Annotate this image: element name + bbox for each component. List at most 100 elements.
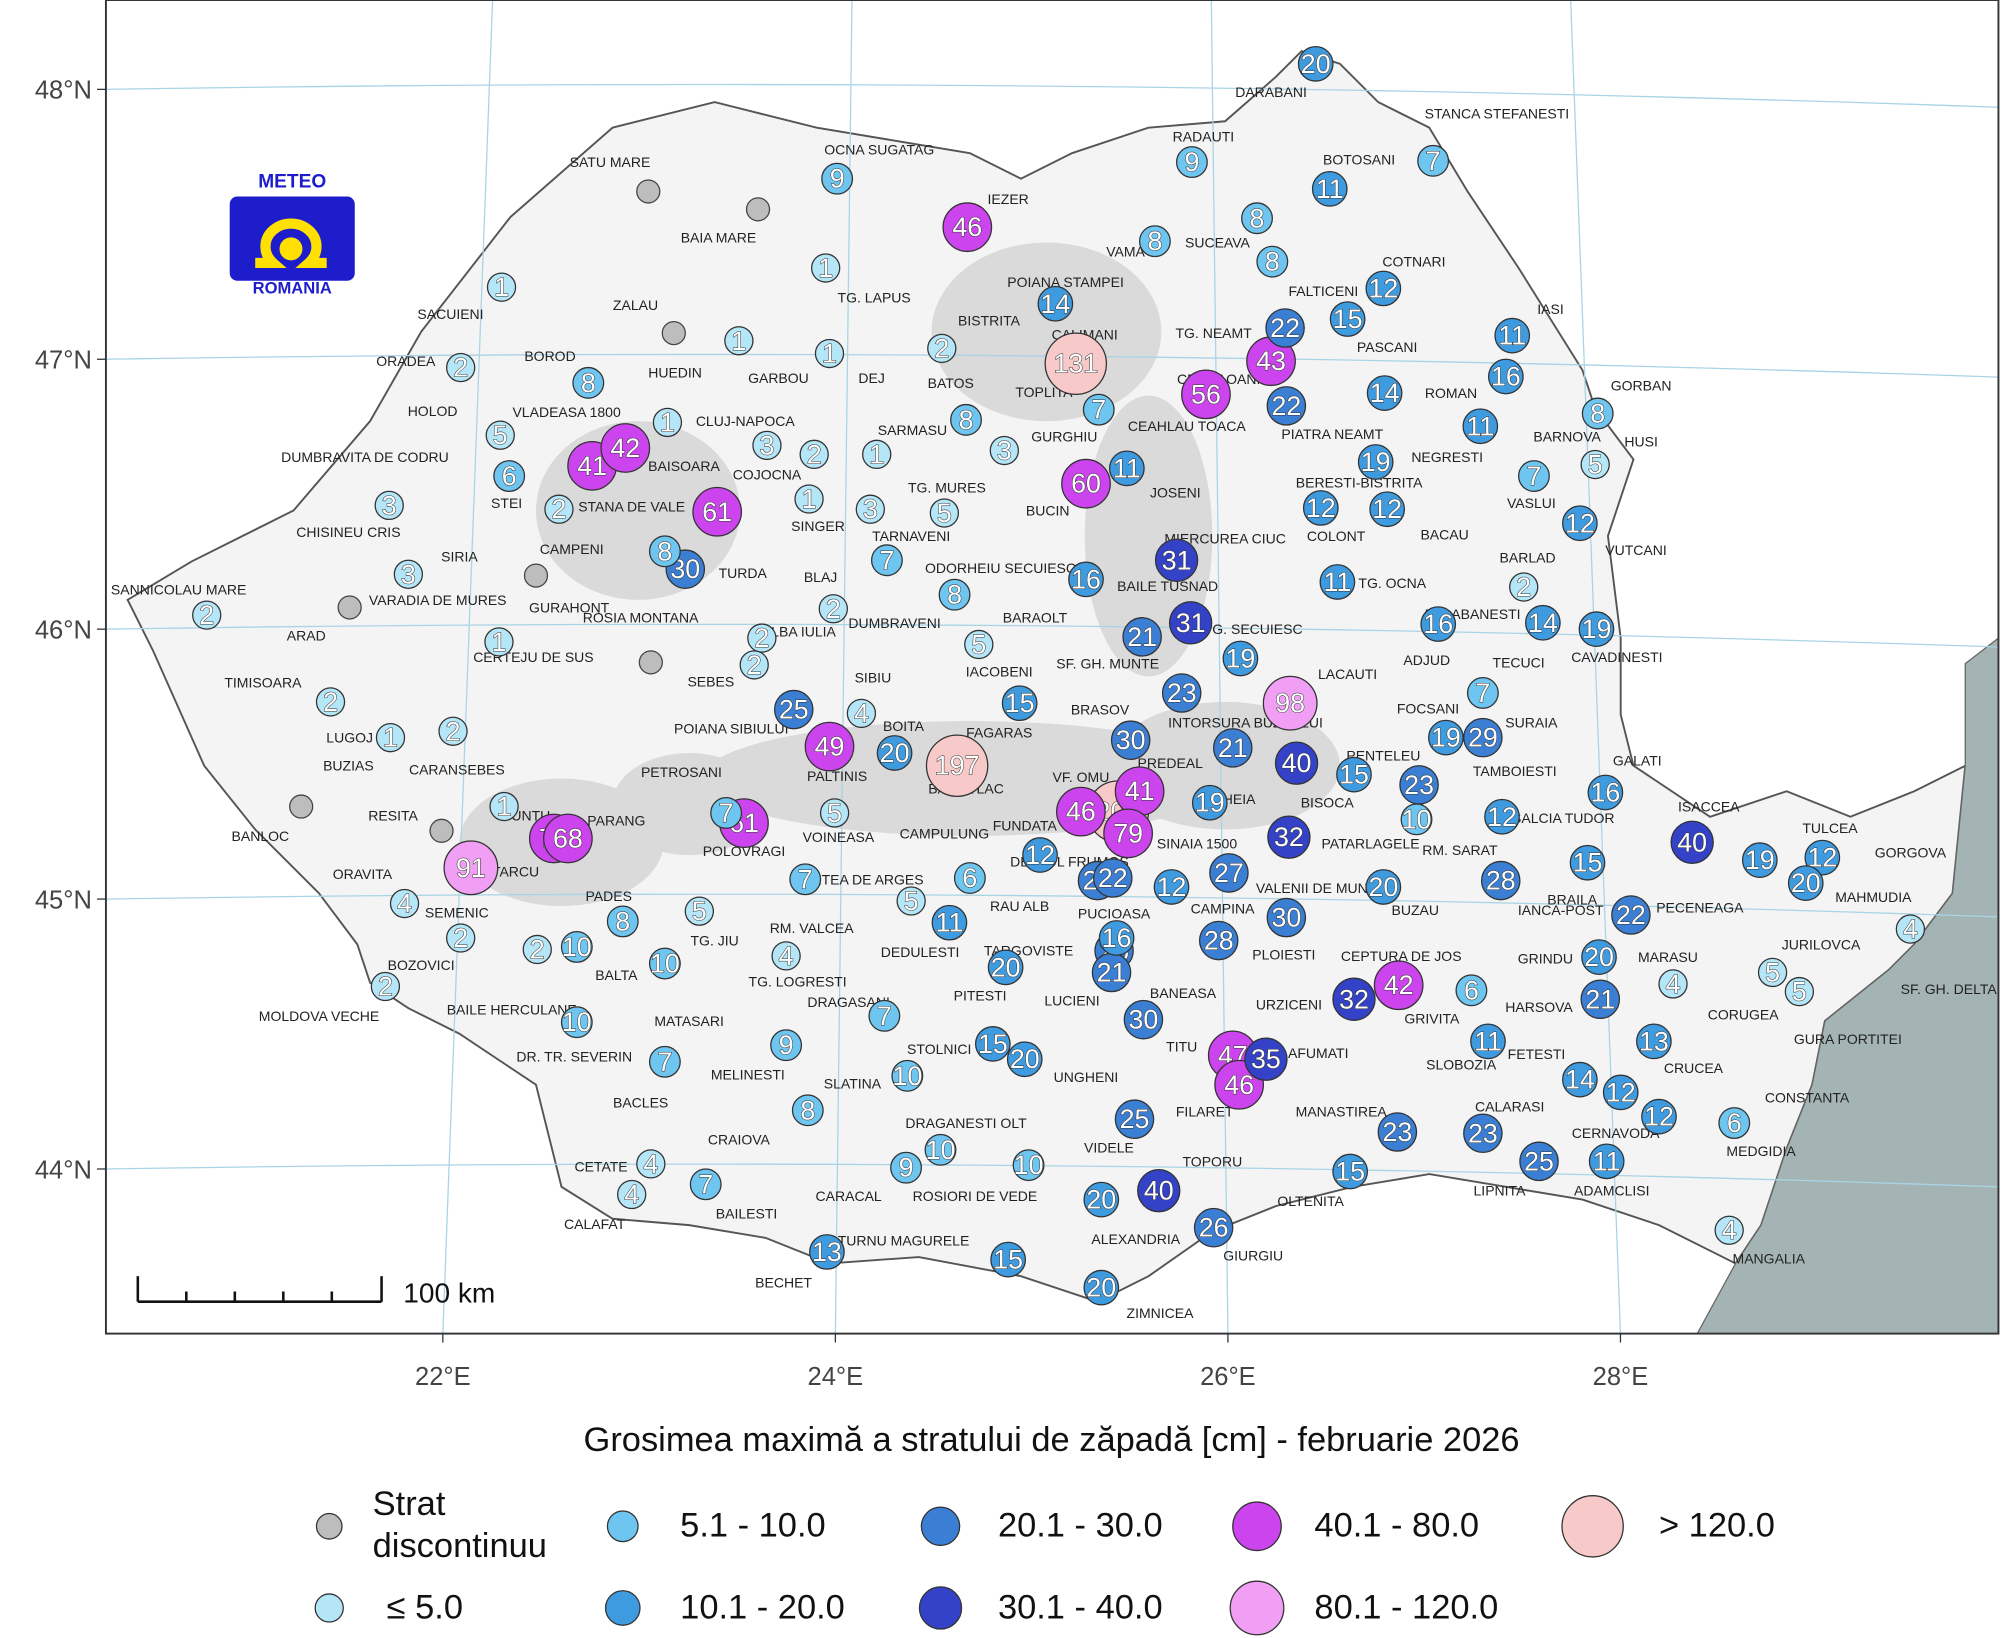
station-value: 20 [1584, 942, 1614, 972]
station-marker [1562, 1061, 1598, 1098]
station-marker [1581, 397, 1614, 430]
place-name: STANA DE VALE [578, 499, 685, 515]
station-value: 16 [1590, 778, 1620, 808]
station-marker [389, 888, 420, 919]
place-name: TOPORU [1182, 1153, 1242, 1169]
station: 30 [1266, 897, 1307, 938]
place-name: SURAIA [1505, 714, 1558, 730]
place-name: TG. LAPUS [838, 289, 911, 305]
station-marker [1110, 720, 1151, 760]
station-value: 2 [754, 623, 769, 653]
station-value: 12 [1606, 1077, 1636, 1107]
station-marker [1562, 505, 1598, 542]
discontinuous-station [636, 179, 661, 204]
station-marker [862, 439, 892, 470]
station-value: 19 [1582, 614, 1612, 644]
station-marker [1517, 460, 1550, 492]
station-value: 5 [692, 896, 707, 926]
station-marker [1332, 977, 1376, 1021]
place-name: BANLOC [232, 828, 290, 844]
legend-label: 20.1 - 30.0 [998, 1507, 1163, 1545]
station-marker [942, 202, 993, 253]
station: 2 [747, 623, 777, 654]
place-name: BAILESTI [716, 1206, 778, 1222]
station-value: 11 [1113, 453, 1141, 483]
station-marker [810, 253, 841, 283]
station-value: 91 [456, 853, 486, 883]
place-name: CLUJ-NAPOCA [696, 413, 796, 429]
station-marker [1369, 491, 1406, 528]
place-name: BOROD [524, 348, 575, 364]
place-name: SANNICOLAU MARE [111, 582, 247, 598]
station: 20 [1297, 45, 1334, 82]
station: 11 [1319, 564, 1356, 600]
station: 7 [789, 863, 822, 896]
station: 8 [648, 535, 681, 568]
station-marker [987, 949, 1024, 986]
station: 41 [1114, 766, 1165, 817]
station-marker [1266, 897, 1307, 938]
station-marker [1895, 914, 1926, 944]
place-name: COLONT [1307, 528, 1366, 544]
station-value: 6 [1727, 1108, 1742, 1138]
place-name: PUCIOASA [1078, 906, 1151, 922]
station: 1 [724, 325, 754, 356]
station-value: 46 [1066, 797, 1096, 827]
station: 8 [1138, 225, 1171, 258]
station-value: 19 [1361, 447, 1391, 477]
station-marker [1519, 1141, 1559, 1182]
station-value: 61 [702, 497, 732, 527]
place-name: IACOBENI [966, 663, 1033, 679]
station-marker [1718, 1107, 1751, 1139]
station-value: 43 [1256, 346, 1286, 376]
station: 12 [1804, 839, 1841, 876]
station: 22 [1093, 858, 1133, 898]
station: 23 [1377, 1112, 1418, 1152]
station-value: 12 [1565, 508, 1595, 538]
station-marker [1044, 332, 1108, 395]
station-value: 1 [660, 407, 675, 437]
station: 2 [818, 593, 849, 624]
station-value: 10 [562, 932, 592, 962]
station-marker [1241, 202, 1273, 235]
station-value: 8 [657, 536, 672, 566]
station-value: 131 [1053, 349, 1098, 379]
station-value: 22 [1616, 900, 1646, 930]
station: 10 [560, 1006, 593, 1039]
station-marker [770, 1029, 803, 1062]
station-marker [375, 722, 406, 753]
station: 7 [689, 1168, 722, 1201]
place-name: ZIMNICEA [1127, 1305, 1195, 1321]
station: 10 [648, 947, 681, 980]
station-value: 20 [1791, 868, 1821, 898]
station-value: 7 [719, 798, 734, 828]
station: 2 [522, 934, 552, 965]
station-value: 2 [747, 650, 762, 680]
station-marker [1256, 245, 1289, 278]
station: 4 [1658, 968, 1688, 999]
legend-label: > 120.0 [1659, 1507, 1775, 1545]
place-name: RAU ALB [990, 898, 1049, 914]
place-name: SALCIA TUDOR [1512, 810, 1615, 826]
station-marker [1365, 869, 1402, 905]
station-marker [724, 326, 754, 356]
station-value: 2 [934, 333, 949, 363]
station: 22 [1265, 308, 1305, 348]
station: 1 [484, 626, 514, 657]
lat-tick-label: 44°N [35, 1156, 92, 1184]
station: 98 [1262, 675, 1318, 731]
station-marker [710, 796, 743, 829]
station: 22 [1266, 386, 1307, 426]
station: 7 [710, 796, 743, 829]
station-marker [791, 1094, 824, 1127]
station-value: 13 [1639, 1026, 1669, 1056]
place-name: NEGRESTI [1411, 449, 1483, 465]
stations: 1312031979891435660464179474642496176684… [192, 45, 1926, 1306]
station-value: 8 [800, 1095, 815, 1125]
station: 32 [1332, 977, 1376, 1021]
station-marker [1274, 741, 1319, 785]
station-marker [1455, 974, 1488, 1007]
station: 19 [1428, 719, 1464, 756]
station-value: 3 [382, 490, 397, 520]
